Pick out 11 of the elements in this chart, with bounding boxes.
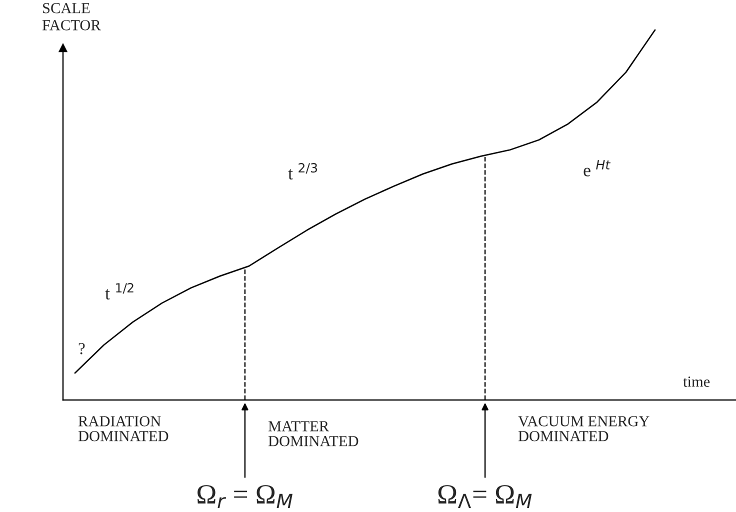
text: MATTER DOMINATED [268,421,358,446]
text: RADIATION DOMINATED [78,416,168,442]
annotation: t $^{1/2}$ [105,283,134,300]
x-axis-title: time [683,376,710,387]
text: Ω$_{r}$ = Ω$_{M}$ [198,485,292,508]
annotation: t $^{2/3}$ [288,163,318,180]
annotation: ? [78,342,85,354]
y-axis-title: SCALE FACTOR [42,3,101,30]
text: Ω$_{Λ}$= Ω$_{M}$ [438,485,532,508]
annotation: e $^{Ht}$ [584,160,611,176]
text: VACUUM ENERGY DOMINATED [518,416,650,442]
